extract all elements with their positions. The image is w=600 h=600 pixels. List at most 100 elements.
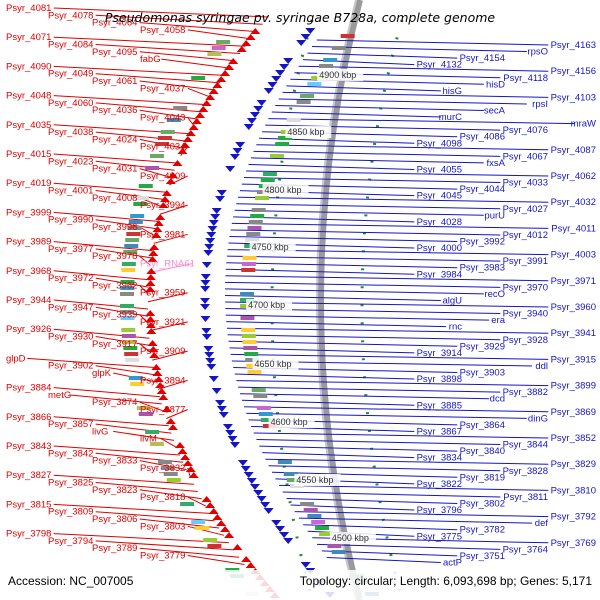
feature-block: [331, 550, 346, 554]
feature-block: [242, 256, 257, 260]
reverse-gene-label: Psyr_3792: [551, 512, 596, 523]
reverse-gene-label: Psyr_4087: [551, 145, 596, 156]
reverse-gene-label: actP: [443, 557, 462, 568]
reverse-gene-label: hisG: [442, 86, 462, 97]
forward-gene-arrow: [220, 526, 231, 532]
feature-block: [149, 442, 164, 446]
forward-gene-leader: [53, 387, 160, 398]
feature-block: [255, 196, 270, 200]
tick-ring-outer: [360, 19, 404, 600]
forward-gene-label: Psyr_3789: [92, 543, 137, 554]
feature-block: [245, 238, 260, 242]
reverse-gene-label: Psyr_4076: [503, 125, 548, 136]
reverse-gene-arrow: [246, 118, 257, 124]
reverse-gene-arrow: [215, 196, 226, 202]
reverse-gene-arrow: [243, 472, 254, 478]
reverse-gene-leader: [225, 294, 441, 301]
reverse-gene-leader: [312, 46, 527, 53]
reverse-gene-leader: [256, 439, 501, 446]
forward-gene-arrow: [185, 130, 196, 136]
kbp-label: 4900 kbp: [319, 70, 356, 80]
reverse-gene-leader: [226, 327, 549, 334]
reverse-gene-label: Psyr_4156: [551, 66, 596, 77]
reverse-gene-leader: [286, 85, 441, 92]
reverse-gene-arrow: [263, 508, 274, 514]
forward-gene-leader: [139, 51, 235, 62]
reverse-gene-arrow: [210, 214, 221, 220]
forward-gene-leader: [187, 496, 207, 507]
forward-gene-label: Psyr_3978: [92, 251, 137, 262]
forward-gene-leader: [95, 511, 215, 522]
forward-gene-arrow: [180, 454, 191, 460]
feature-block: [253, 394, 268, 398]
reverse-gene-label: Psyr_4011: [551, 223, 596, 234]
feature-block: [319, 64, 334, 68]
reverse-gene-label: Psyr_3928: [503, 335, 548, 346]
reverse-gene-label: Psyr_3960: [551, 302, 596, 313]
forward-gene-arrow: [145, 316, 156, 322]
forward-gene-label: Psyr_3977: [48, 244, 93, 255]
feature-block: [121, 328, 136, 332]
feature-block: [163, 472, 178, 476]
forward-gene-arrow: [194, 112, 205, 118]
forward-gene-label: Psyr_RNA61: [140, 259, 195, 270]
forward-gene-arrow: [153, 376, 164, 382]
reverse-gene-label: Psyr_4027: [503, 204, 548, 215]
reverse-gene-leader: [326, 556, 441, 563]
forward-gene-arrow: [165, 178, 176, 184]
reverse-gene-label: Psyr_3811: [503, 492, 548, 503]
reverse-gene-leader: [237, 196, 549, 203]
forward-gene-arrow: [185, 466, 196, 472]
reverse-gene-label: Psyr_3983: [460, 263, 505, 274]
kbp-label: 4500 kbp: [332, 533, 369, 543]
reverse-gene-label: Psyr_4055: [417, 164, 462, 175]
forward-gene-arrow: [174, 442, 185, 448]
reverse-gene-label: dcd: [490, 394, 505, 405]
forward-gene-arrow: [208, 508, 219, 514]
forward-gene-arrow: [205, 94, 216, 100]
forward-gene-label: Psyr_4023: [48, 156, 93, 167]
reverse-gene-leader: [230, 229, 501, 236]
reverse-gene-label: Psyr_3822: [417, 479, 462, 490]
forward-gene-leader: [95, 482, 198, 492]
reverse-gene-arrow: [271, 520, 282, 526]
forward-gene-label: livM: [140, 434, 157, 445]
kbp-label: 4650 kbp: [254, 359, 291, 369]
forward-gene-label: Psyr_4009: [140, 171, 185, 182]
kbp-label: 4850 kbp: [287, 127, 324, 137]
forward-gene-arrow: [145, 286, 156, 292]
feature-block: [195, 526, 210, 530]
feature-block: [248, 220, 263, 224]
forward-gene-leader: [53, 474, 194, 485]
feature-block: [283, 472, 298, 476]
reverse-gene-arrow: [208, 220, 219, 226]
reverse-gene-label: Psyr_3802: [460, 499, 505, 510]
forward-gene-arrow: [250, 28, 261, 34]
reverse-gene-label: Psyr_4033: [503, 178, 548, 189]
reverse-gene-leader: [244, 406, 549, 413]
forward-gene-label: Psyr_3833: [92, 456, 137, 467]
forward-gene-arrow: [208, 88, 219, 94]
reverse-gene-label: Psyr_4098: [417, 138, 462, 149]
reverse-gene-label: Psyr_3970: [503, 282, 548, 293]
forward-gene-label: Psyr_3939: [92, 310, 137, 321]
feature-block: [319, 532, 334, 536]
forward-gene-leader: [139, 109, 199, 120]
feature-block: [125, 238, 140, 242]
reverse-gene-leader: [230, 353, 549, 360]
reverse-gene-arrow: [235, 142, 246, 148]
feature-block: [136, 406, 151, 410]
reverse-gene-label: mraW: [571, 119, 596, 130]
reverse-gene-arrow: [275, 70, 286, 76]
reverse-gene-leader: [225, 268, 415, 275]
forward-gene-leader: [27, 357, 154, 368]
reverse-gene-leader: [236, 203, 501, 210]
forward-gene-leader: [139, 314, 149, 324]
reverse-gene-leader: [271, 471, 458, 478]
reverse-gene-leader: [229, 236, 458, 242]
forward-gene-arrow: [245, 562, 256, 568]
feature-block: [125, 358, 140, 362]
forward-gene-leader: [187, 87, 212, 98]
forward-gene-leader: [53, 503, 211, 514]
reverse-gene-arrow: [218, 412, 229, 418]
